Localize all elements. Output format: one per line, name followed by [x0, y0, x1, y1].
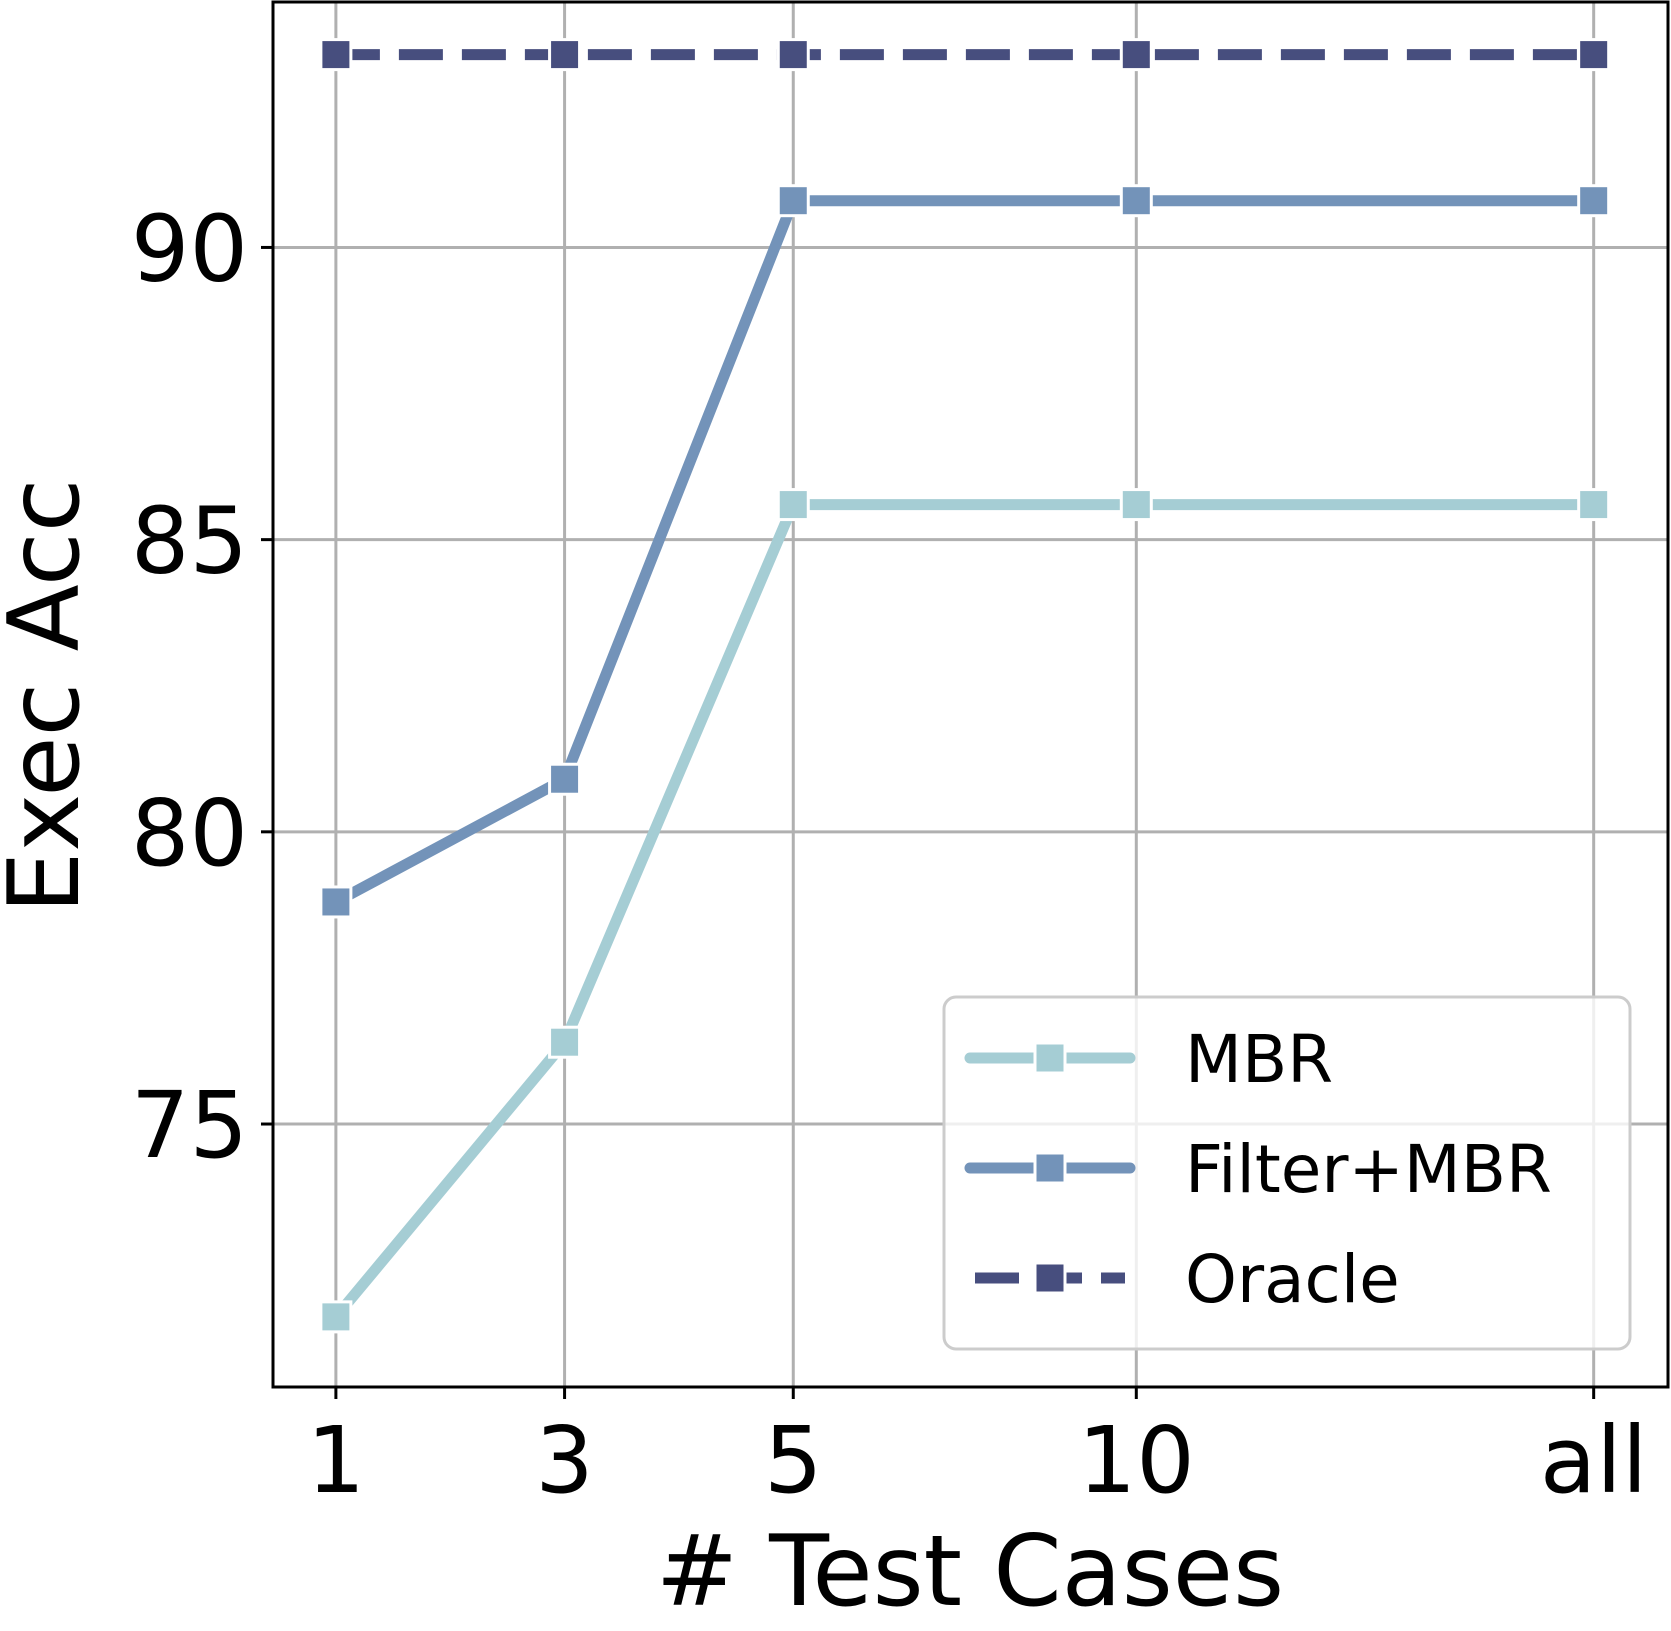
legend-label: Filter+MBR [1185, 1131, 1552, 1208]
legend-swatch-marker [1033, 1261, 1067, 1295]
series-layer [319, 38, 1611, 1334]
data-point [319, 38, 353, 72]
series-line [330, 195, 1600, 908]
data-point [548, 762, 582, 796]
data-point [548, 1025, 582, 1059]
y-axis-ticks: 75 80 85 90 [131, 195, 273, 1179]
legend-swatch-marker [1033, 1041, 1067, 1075]
data-point [1119, 488, 1153, 522]
plot-frame [271, 0, 1670, 1389]
data-point [1577, 38, 1611, 72]
legend: MBR Filter+MBR Oracle [942, 995, 1632, 1351]
data-point [1577, 184, 1611, 218]
legend-item: Filter+MBR [964, 1131, 1552, 1208]
legend-label: Oracle [1185, 1241, 1400, 1318]
legend-item: Oracle [975, 1241, 1400, 1318]
x-axis-title: # Test Cases [656, 1515, 1284, 1629]
legend-swatch-marker [1033, 1151, 1067, 1185]
legend-label: MBR [1185, 1021, 1333, 1098]
y-tick-label: 75 [131, 1072, 248, 1179]
x-axis-ticks: 1 3 5 10 all [307, 1387, 1648, 1514]
x-tick-label: 1 [307, 1407, 366, 1514]
x-tick-label: 10 [1078, 1407, 1195, 1514]
legend-box [942, 995, 1632, 1351]
x-tick-label: 3 [535, 1407, 594, 1514]
y-tick-label: 85 [131, 488, 248, 595]
data-point [319, 885, 353, 919]
data-point [776, 38, 810, 72]
data-point [776, 488, 810, 522]
legend-item: MBR [964, 1021, 1333, 1098]
data-point [1119, 184, 1153, 218]
y-axis-title: Exec Acc [0, 478, 102, 913]
data-point [776, 184, 810, 218]
series-mbr [319, 488, 1611, 1334]
data-point [319, 1300, 353, 1334]
x-tick-label: all [1540, 1407, 1648, 1514]
series-filter-mbr [319, 184, 1611, 919]
x-tick-label: 5 [764, 1407, 823, 1514]
y-tick-label: 80 [131, 780, 248, 887]
data-point [1119, 38, 1153, 72]
series-oracle [319, 38, 1611, 72]
data-point [1577, 488, 1611, 522]
y-tick-label: 90 [131, 195, 248, 302]
data-point [548, 38, 582, 72]
